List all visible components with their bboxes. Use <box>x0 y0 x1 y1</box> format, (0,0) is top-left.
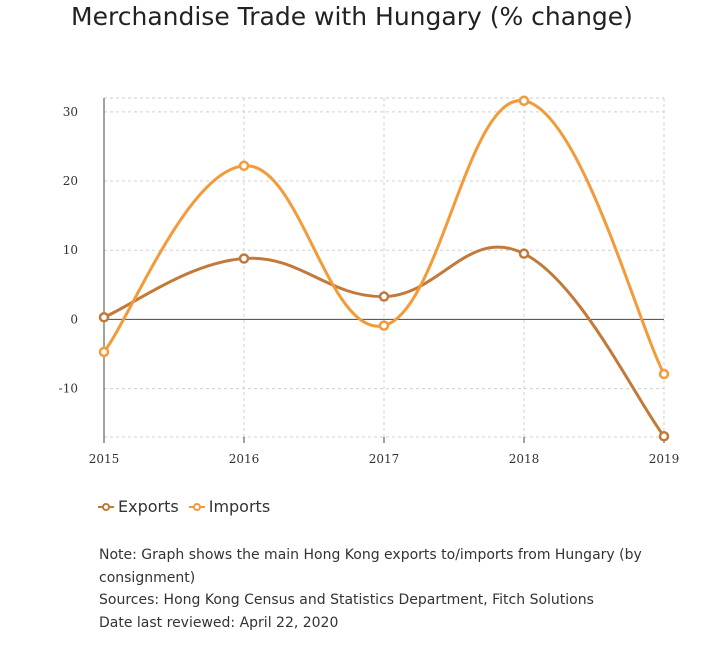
y-tick-label: 0 <box>70 312 78 326</box>
imports-data-point <box>378 320 390 331</box>
x-tick-label: 2017 <box>369 452 400 466</box>
exports-data-point <box>378 291 390 302</box>
y-tick-label: -10 <box>59 382 78 396</box>
exports-data-point <box>518 248 530 259</box>
chart-title: Merchandise Trade with Hungary (% change… <box>71 2 633 31</box>
legend: Exports Imports <box>98 497 270 516</box>
legend-item-exports[interactable]: Exports <box>98 497 179 516</box>
exports-data-point <box>238 253 250 264</box>
imports-data-point <box>238 160 250 172</box>
x-tick-label: 2019 <box>649 452 680 466</box>
exports-legend-marker <box>98 502 114 511</box>
exports-data-point <box>98 312 110 323</box>
exports-data-point <box>658 431 670 442</box>
imports-data-point <box>518 95 530 107</box>
legend-label-imports: Imports <box>208 497 271 516</box>
line-chart: 30 20 10 0 -10 2015 2016 2017 2018 2019 <box>59 95 680 466</box>
x-tick-label: 2015 <box>89 452 120 466</box>
imports-data-point <box>658 368 670 380</box>
y-tick-label: 20 <box>63 174 78 188</box>
legend-item-imports[interactable]: Imports <box>188 497 271 516</box>
legend-label-exports: Exports <box>118 497 179 516</box>
imports-data-point <box>98 346 110 358</box>
sources-text: Sources: Hong Kong Census and Statistics… <box>99 592 594 608</box>
y-tick-label: 30 <box>63 105 78 119</box>
x-tick-label: 2018 <box>509 452 540 466</box>
chart-notes: Note: Graph shows the main Hong Kong exp… <box>99 544 659 634</box>
x-tick-label: 2016 <box>229 452 260 466</box>
date-reviewed-text: Date last reviewed: April 22, 2020 <box>99 614 339 631</box>
exports-series-line <box>103 245 666 438</box>
y-tick-label: 10 <box>63 243 78 257</box>
imports-legend-marker <box>188 502 205 511</box>
note-text: Note: Graph shows the main Hong Kong exp… <box>99 547 642 586</box>
